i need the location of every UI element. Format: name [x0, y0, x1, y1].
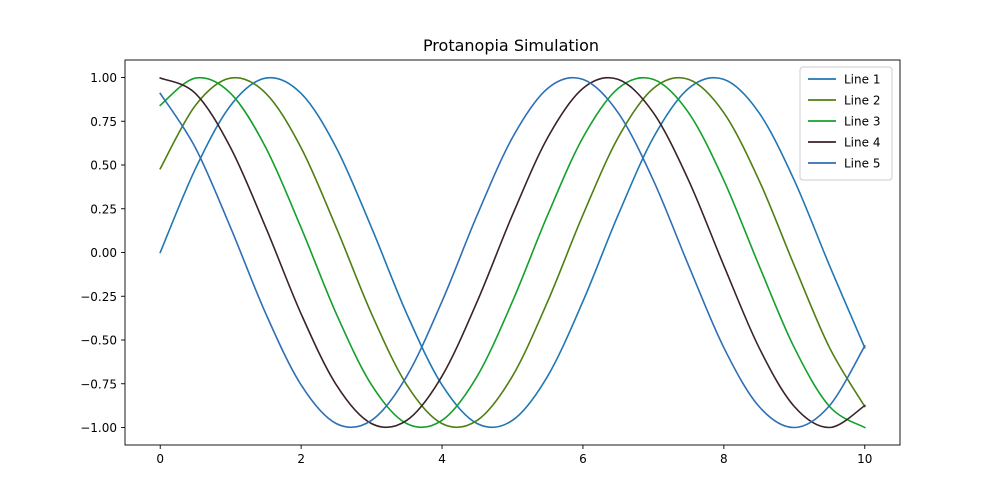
y-tick-label: −0.25: [80, 290, 117, 304]
legend: Line 1 Line 2 Line 3 Line 4 Line 5: [799, 66, 893, 181]
x-tick-label: 10: [857, 452, 872, 466]
legend-label-2: Line 2: [844, 94, 880, 108]
x-tick-label: 0: [156, 452, 164, 466]
plot-area: [159, 76, 866, 429]
y-tick-label: 0.25: [90, 202, 117, 216]
y-tick-label: −0.75: [80, 377, 117, 391]
legend-label-4: Line 4: [844, 136, 880, 150]
legend-box: [799, 66, 893, 181]
series-line-1: [159, 76, 866, 429]
y-tick-label: −0.50: [80, 334, 117, 348]
legend-label-3: Line 3: [844, 115, 880, 129]
series-line-3: [159, 76, 866, 429]
x-tick-label: 4: [438, 452, 446, 466]
x-tick-label: 2: [297, 452, 305, 466]
y-tick-label: 0.00: [90, 246, 117, 260]
legend-label-5: Line 5: [844, 157, 880, 171]
y-tick-label: −1.00: [80, 421, 117, 435]
series-line-5: [159, 76, 866, 429]
legend-label-1: Line 1: [844, 73, 880, 87]
y-tick-label: 1.00: [90, 71, 117, 85]
chart-title: Protanopia Simulation: [423, 36, 599, 55]
series-line-4: [159, 76, 866, 429]
y-tick-label: 0.75: [90, 115, 117, 129]
axes: 0 2 4 6 8 10 −1.00 −0.75 −0.50 −0.25 0.00 0.25 0.50 0…: [80, 59, 901, 466]
x-tick-label: 8: [720, 452, 728, 466]
series-line-2: [159, 76, 866, 429]
x-tick-label: 6: [579, 452, 587, 466]
y-tick-label: 0.50: [90, 159, 117, 173]
